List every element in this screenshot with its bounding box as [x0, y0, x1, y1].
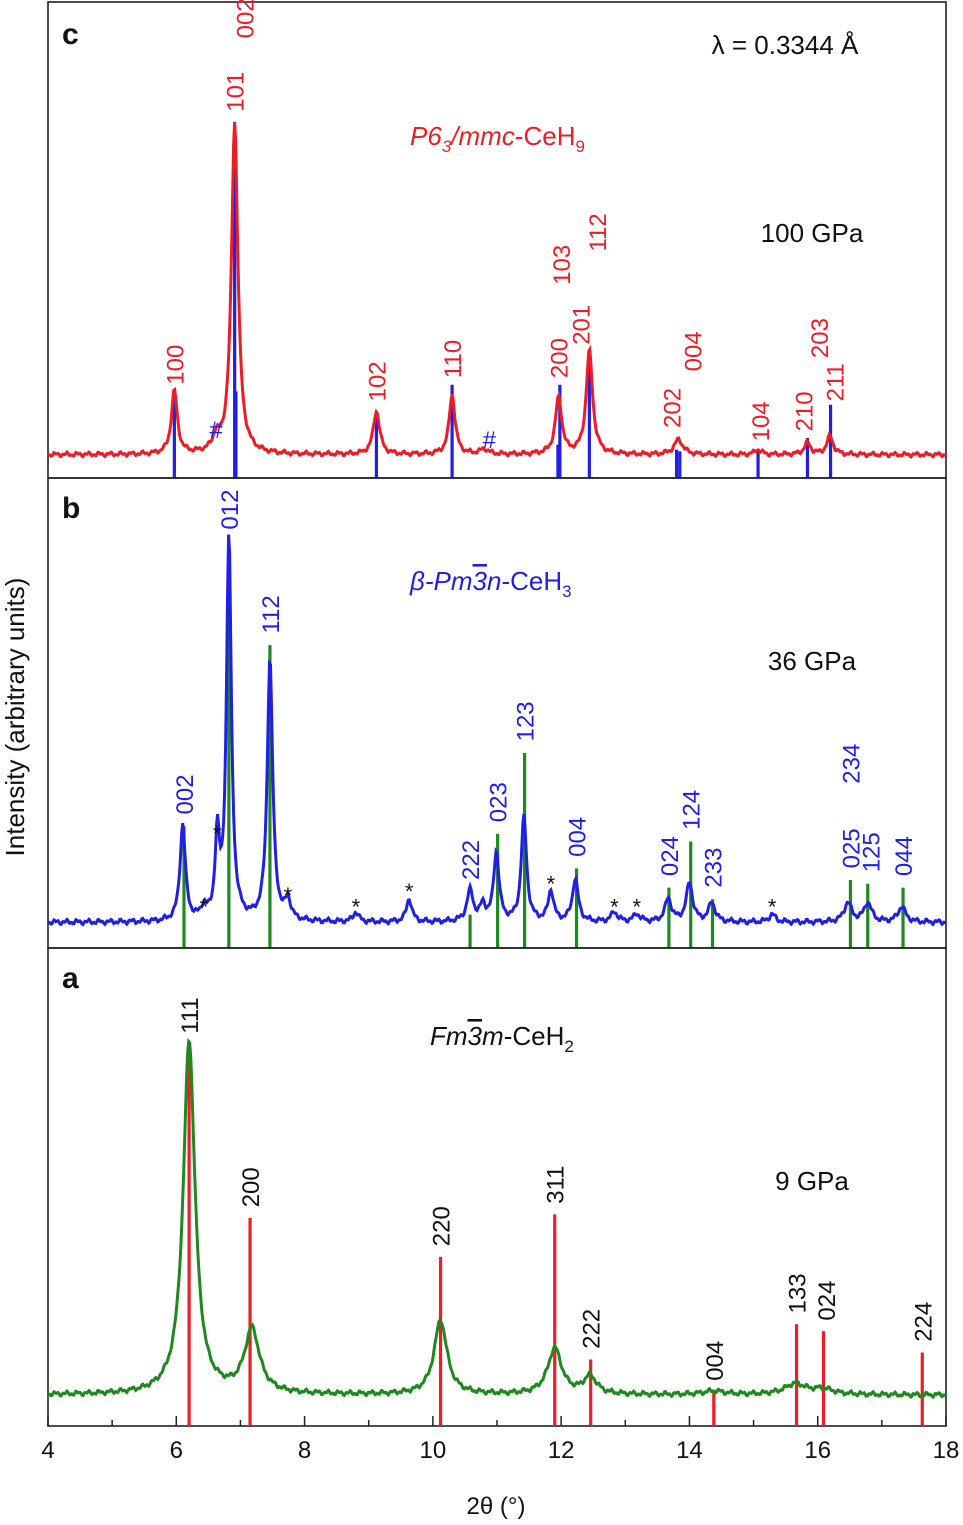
panel-b-hkl-004: 004 — [565, 817, 592, 857]
panel-a-hkl-133: 133 — [785, 1273, 812, 1313]
panel-b-impurity-2: * — [284, 883, 293, 908]
panel-b-hkl-012: 012 — [217, 490, 244, 530]
panel-b-hkl-044: 044 — [891, 836, 918, 876]
wavelength-label: λ = 0.3344 Å — [712, 30, 859, 60]
panel-c-impurity-1: # — [483, 427, 497, 454]
x-tick-label-4: 4 — [41, 1437, 54, 1464]
panel-b-curve — [47, 534, 947, 927]
panel-c-letter: c — [62, 18, 79, 51]
panel-a-letter: a — [62, 962, 79, 995]
x-tick-label-16: 16 — [804, 1437, 831, 1464]
panel-c-hkl-201: 201 — [568, 305, 595, 345]
y-axis-label: Intensity (arbitrary units) — [0, 578, 30, 857]
x-tick-label-10: 10 — [420, 1437, 447, 1464]
panel-b-impurity-5: * — [547, 872, 556, 897]
panel-b-phase-label: β-Pm3n-CeH3 — [409, 566, 572, 601]
panel-b-hkl-125: 125 — [858, 832, 885, 872]
panel-b-impurity-8: * — [768, 895, 777, 920]
panel-c-hkl-110: 110 — [440, 340, 467, 378]
panel-a-hkl-220: 220 — [429, 1206, 456, 1246]
panel-c-pressure: 100 GPa — [761, 218, 864, 248]
x-tick-label-12: 12 — [548, 1437, 575, 1464]
panel-b-impurity-6: * — [610, 895, 619, 920]
panel-b-hkl-124: 124 — [679, 790, 706, 830]
panel-c-hkl-002: 002 — [232, 0, 259, 38]
panel-a-hkl-111: 111 — [177, 997, 204, 1033]
panel-b-hkl-002: 002 — [172, 774, 199, 814]
panel-c-hkl-100: 100 — [162, 345, 189, 385]
panel-c-phase-label: P63/mmc-CeH9 — [410, 121, 585, 156]
panel-a-curve — [47, 1037, 947, 1400]
x-axis: 4 6 8 10 12 14 16 18 — [41, 1416, 959, 1464]
panel-a-hkl-004: 004 — [702, 1341, 729, 1381]
panel-a-hkl-222: 222 — [579, 1309, 606, 1349]
panel-c-impurity-0: # — [209, 417, 223, 444]
panel-b-impurity-0: * — [200, 895, 209, 920]
x-tick-label-14: 14 — [676, 1437, 703, 1464]
panel-a-hkl-024: 024 — [814, 1281, 841, 1321]
panel-b-hkl-233: 233 — [701, 848, 728, 888]
panel-b-impurity-4: * — [405, 879, 414, 904]
panel-b-hkl-025: 025 — [838, 828, 865, 868]
x-tick-label-8: 8 — [298, 1437, 311, 1464]
x-axis-label: 2θ (°) — [467, 1493, 526, 1520]
panel-b-hkl-112: 112 — [258, 595, 285, 633]
panel-b-hkl-222: 222 — [458, 840, 485, 880]
panel-a-pressure: 9 GPa — [775, 1166, 849, 1196]
panel-c-hkl-103: 103 — [549, 245, 576, 285]
panel-b-impurity-1: * — [213, 821, 222, 846]
x-tick-label-6: 6 — [170, 1437, 183, 1464]
panel-b-impurity-7: * — [633, 895, 642, 920]
panel-b-hkl-123: 123 — [513, 701, 540, 741]
panel-b-pressure: 36 GPa — [768, 646, 857, 676]
panel-a-hkl-224: 224 — [910, 1302, 937, 1342]
panel-a-hkl-200: 200 — [238, 1167, 265, 1207]
x-tick-label-18: 18 — [933, 1437, 960, 1464]
panel-b-letter: b — [62, 492, 80, 525]
panel-a: 111 200 220 311 222 004 133 024 224 a 9 GPa Fm3m-Ce… — [47, 947, 947, 1427]
panel-b-hkl-024: 024 — [657, 836, 684, 876]
panel-c-hkl-202: 202 — [660, 388, 687, 428]
panel-c-hkl-102: 102 — [364, 361, 391, 401]
panel-c-hkl-200: 200 — [547, 338, 574, 378]
panel-c-hkl-004: 004 — [681, 331, 708, 371]
panel-a-hkl-311: 311 — [543, 1166, 570, 1204]
panel-c-hkl-211: 211 — [822, 363, 849, 401]
panel-b-hkl-023: 023 — [486, 782, 513, 822]
panel-c-hkl-101: 101 — [223, 72, 250, 112]
panel-b-hkl-234: 234 — [838, 744, 865, 784]
panel-c-hkl-112: 112 — [585, 213, 612, 251]
panel-c-hkl-104: 104 — [748, 401, 775, 441]
panel-c-hkl-210: 210 — [792, 391, 819, 431]
panel-a-phase-label: Fm3m-CeH2 — [430, 1021, 574, 1056]
panel-b-impurity-3: * — [352, 895, 361, 920]
panel-c-hkl-203: 203 — [807, 318, 834, 358]
panel-c-curve — [47, 121, 947, 459]
